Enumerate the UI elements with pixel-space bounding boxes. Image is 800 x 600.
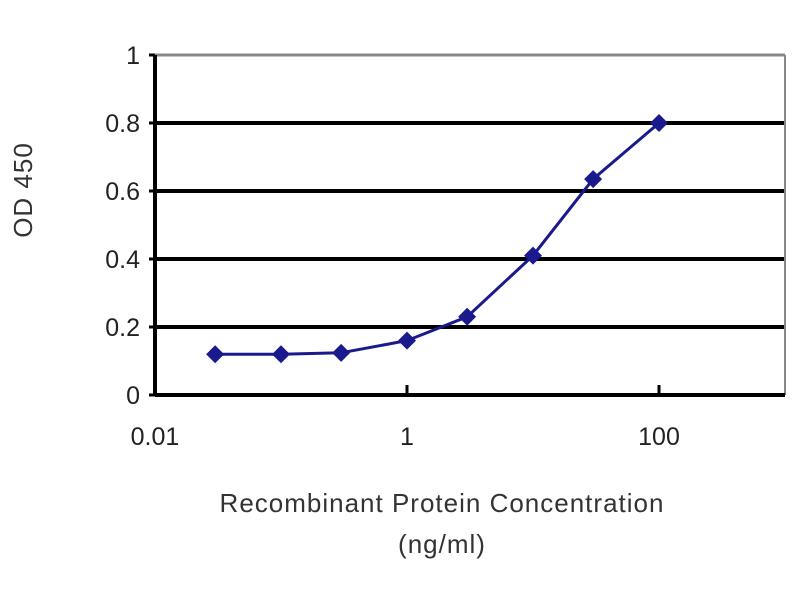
data-point-marker — [272, 345, 290, 364]
data-point-marker — [650, 114, 668, 132]
x-axis-label: Recombinant Protein Concentration — [220, 488, 665, 518]
y-tick-label: 1 — [126, 42, 140, 70]
y-tick-label: 0.8 — [105, 110, 140, 138]
gridlines — [155, 121, 785, 329]
x-tick-label: 100 — [638, 423, 680, 451]
data-point-marker — [206, 345, 225, 364]
x-tick-label: 1 — [400, 423, 414, 451]
x-tick-label: 0.01 — [131, 423, 180, 451]
y-tick-label: 0 — [126, 382, 140, 410]
data-point-marker — [398, 331, 416, 350]
data-point-marker — [332, 343, 351, 362]
y-axis-label: OD 450 — [8, 142, 38, 238]
y-tick-label: 0.6 — [105, 178, 140, 206]
y-tick-label: 0.4 — [105, 246, 140, 274]
x-tick-labels: 0.01 1 100 — [131, 423, 680, 451]
axes — [149, 53, 786, 397]
data-point-marker — [524, 246, 542, 265]
data-point-marker — [458, 307, 477, 326]
x-axis-unit: (ng/ml) — [398, 529, 486, 559]
y-tick-labels: 0 0.2 0.4 0.6 0.8 1 — [105, 42, 140, 410]
data-series — [206, 114, 668, 364]
y-tick-label: 0.2 — [105, 314, 140, 342]
data-point-marker — [584, 170, 603, 189]
series-line — [215, 121, 660, 356]
